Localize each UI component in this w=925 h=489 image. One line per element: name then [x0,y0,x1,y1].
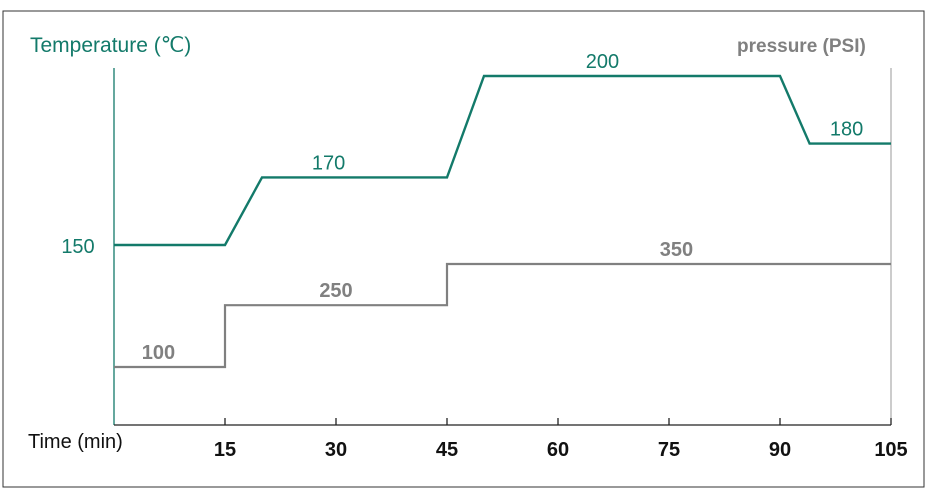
pressure-data-label: 350 [660,239,693,261]
temperature-data-label: 150 [61,236,94,258]
y-axis-right-title: pressure (PSI) [737,36,866,57]
x-tick-label: 30 [325,439,347,461]
pressure-data-label: 250 [319,280,352,302]
y-axis-left-title: Temperature (℃) [30,34,191,57]
x-axis-title: Time (min) [28,431,123,453]
x-tick-label: 15 [214,439,236,461]
temperature-data-label: 200 [586,51,619,73]
temperature-series-line [114,74,891,247]
x-tick-label: 60 [547,439,569,461]
pressure-series-line [114,262,891,369]
chart-frame [2,10,925,488]
x-tick-label: 105 [874,439,907,461]
pressure-data-label: 100 [142,342,175,364]
x-tick-label: 75 [658,439,680,461]
temperature-data-label: 180 [830,119,863,141]
x-tick-label: 45 [436,439,458,461]
temperature-data-label: 170 [312,152,345,174]
x-tick-label: 90 [769,439,791,461]
